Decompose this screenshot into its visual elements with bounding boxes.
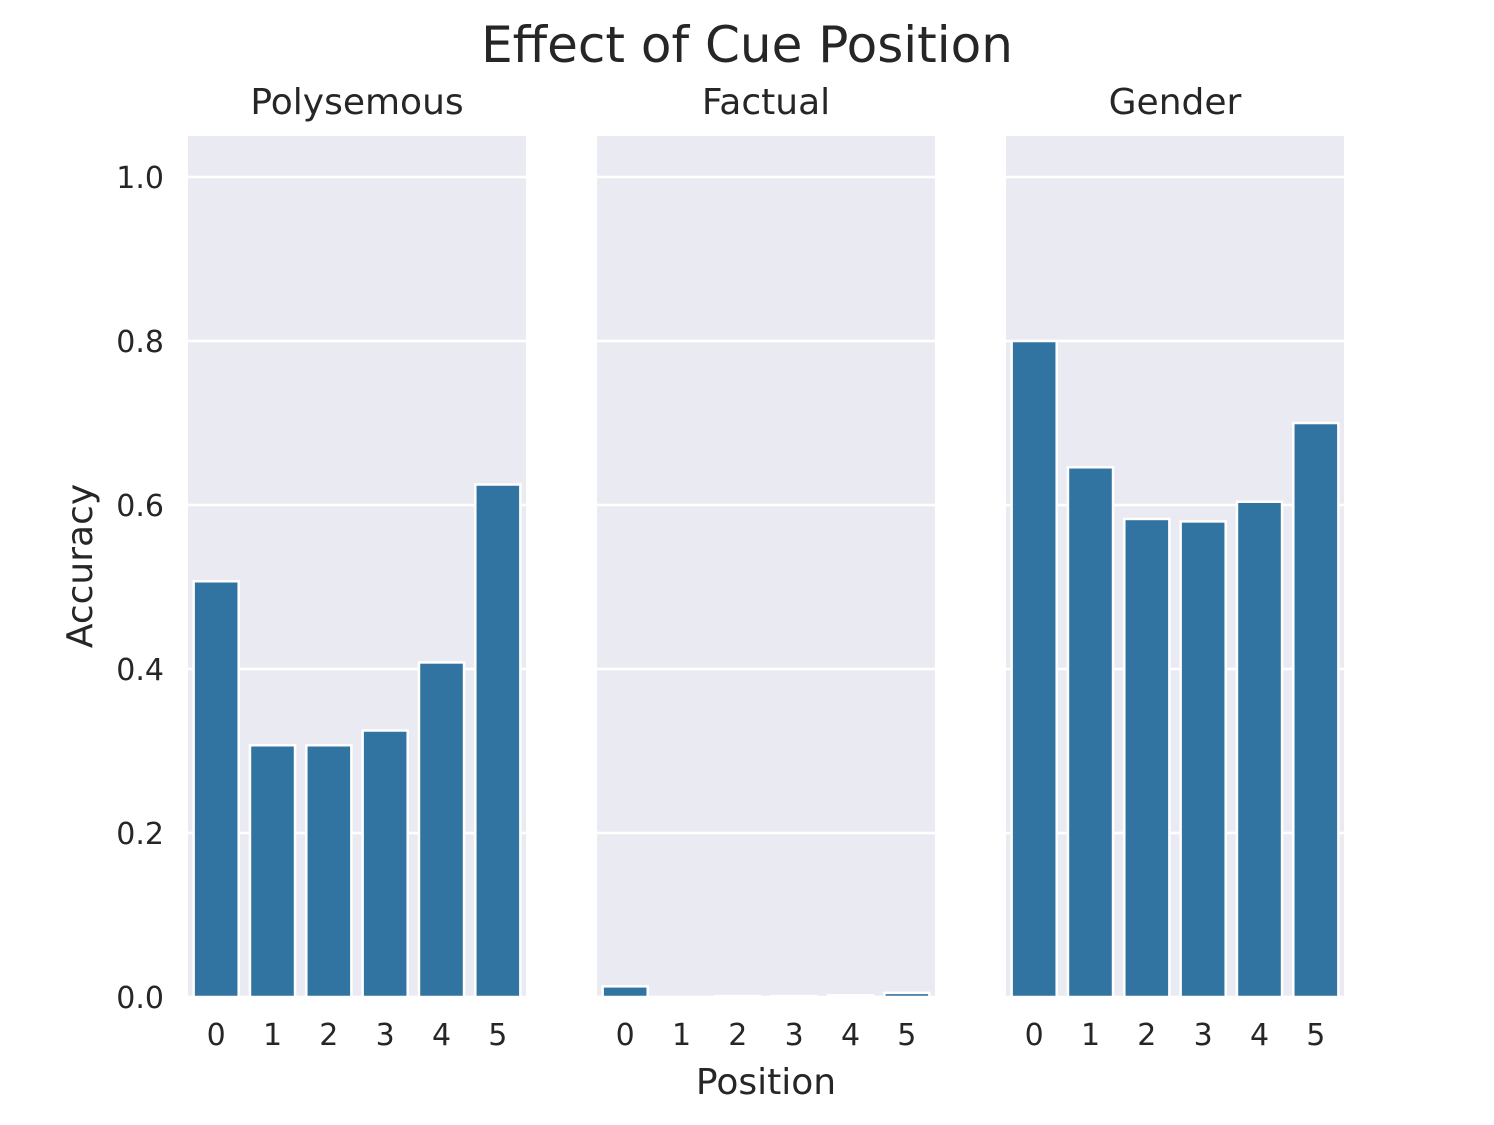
panel-gender: 0 1 2 3 4 5 Gender bbox=[1006, 82, 1344, 1053]
x-tick-label: 5 bbox=[488, 1018, 507, 1053]
y-tick-label: 0.0 bbox=[116, 981, 164, 1016]
x-tick-label: 3 bbox=[1194, 1018, 1213, 1053]
x-tick-label: 4 bbox=[432, 1018, 451, 1053]
x-tick-label: 3 bbox=[785, 1018, 804, 1053]
bar-gender-4 bbox=[1235, 500, 1284, 999]
x-tick-label: 2 bbox=[319, 1018, 338, 1053]
x-tick-label: 0 bbox=[616, 1018, 635, 1053]
chart-title: Effect of Cue Position bbox=[481, 16, 1013, 74]
bar-factual-4 bbox=[826, 994, 875, 999]
y-tick-label: 0.4 bbox=[116, 653, 164, 688]
bar-factual-3 bbox=[770, 994, 818, 999]
bar-gender-5 bbox=[1292, 421, 1340, 999]
panel-title: Factual bbox=[702, 82, 830, 123]
y-tick-label: 0.8 bbox=[116, 325, 164, 360]
panel-title: Polysemous bbox=[250, 82, 463, 123]
x-tick-label: 0 bbox=[1025, 1018, 1044, 1053]
bar-factual-0 bbox=[601, 985, 649, 999]
x-tick-label: 2 bbox=[1137, 1018, 1156, 1053]
x-tick-label: 3 bbox=[376, 1018, 395, 1053]
bar-factual-5 bbox=[883, 991, 931, 999]
y-tick-label: 0.6 bbox=[116, 489, 164, 524]
bar-polysemous-4 bbox=[417, 661, 466, 999]
x-tick-label: 1 bbox=[1081, 1018, 1100, 1053]
bar-polysemous-2 bbox=[305, 744, 353, 999]
x-tick-label: 1 bbox=[672, 1018, 691, 1053]
x-tick-label: 4 bbox=[841, 1018, 860, 1053]
panel-background bbox=[1006, 136, 1344, 997]
x-tick-label: 2 bbox=[728, 1018, 747, 1053]
bar-gender-3 bbox=[1179, 520, 1227, 999]
x-tick-label: 1 bbox=[263, 1018, 282, 1053]
panels-layer: 0 1 2 3 4 5 Polysemous 0.0 0.2 0.4 0.6 0.8 1.0 0 1 2 3 4 5… bbox=[116, 82, 1344, 1053]
y-tick-label: 0.2 bbox=[116, 817, 164, 852]
x-tick-label: 5 bbox=[897, 1018, 916, 1053]
bar-gender-0 bbox=[1010, 339, 1058, 999]
bar-factual-2 bbox=[714, 994, 762, 999]
panel-polysemous: 0 1 2 3 4 5 Polysemous 0.0 0.2 0.4 0.6 0.8 1.0 bbox=[116, 82, 526, 1053]
x-tick-label: 4 bbox=[1250, 1018, 1269, 1053]
panel-factual: 0 1 2 3 4 5 Factual bbox=[597, 82, 935, 1053]
panel-background bbox=[188, 136, 526, 997]
bar-polysemous-5 bbox=[474, 483, 522, 999]
panel-background bbox=[597, 136, 935, 997]
bar-polysemous-0 bbox=[192, 580, 240, 999]
bar-gender-2 bbox=[1123, 517, 1171, 999]
x-tick-label: 0 bbox=[207, 1018, 226, 1053]
bar-polysemous-1 bbox=[248, 744, 297, 999]
y-tick-label: 1.0 bbox=[116, 161, 164, 196]
bar-polysemous-3 bbox=[361, 729, 409, 999]
x-tick-label: 5 bbox=[1306, 1018, 1325, 1053]
bar-gender-1 bbox=[1066, 466, 1115, 999]
x-axis-label: Position bbox=[696, 1062, 836, 1103]
panel-title: Gender bbox=[1109, 82, 1242, 123]
y-axis-label: Accuracy bbox=[60, 484, 101, 648]
